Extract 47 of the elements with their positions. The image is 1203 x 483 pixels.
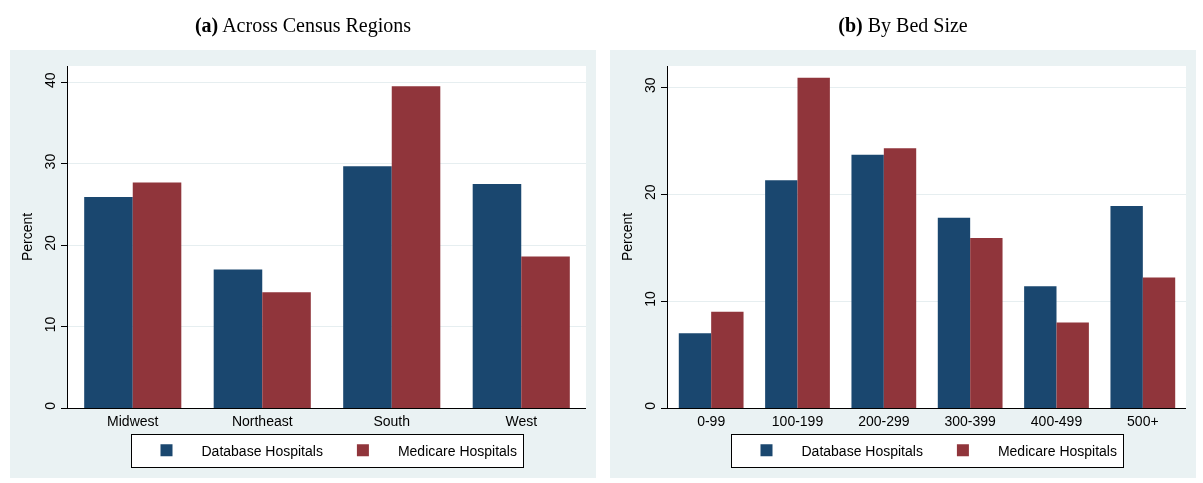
bar [1056, 322, 1089, 408]
bar [391, 86, 441, 408]
bar [472, 184, 522, 408]
legend-label: Medicare Hospitals [997, 442, 1117, 459]
bar [678, 333, 712, 408]
chart-title: (a) Across Census Regions [194, 14, 412, 36]
y-tick-label: 10 [642, 291, 659, 307]
x-tick-label: South [373, 412, 411, 429]
y-axis-title: Percent [19, 212, 35, 262]
y-tick-label: 0 [642, 401, 659, 410]
chart-title: (b) By Bed Size [838, 14, 968, 36]
bar [262, 292, 311, 408]
bar [84, 197, 133, 408]
bar [851, 154, 884, 408]
bar [937, 217, 971, 408]
bar [1024, 286, 1057, 408]
x-tick-label: 300-399 [944, 412, 997, 429]
x-tick-label: 200-299 [858, 412, 910, 429]
y-tick-label: 10 [42, 316, 59, 333]
x-tick-label: West [505, 412, 538, 429]
y-tick-label: 0 [42, 401, 59, 410]
x-tick-label: 0-99 [697, 412, 726, 429]
x-tick-label: Midwest [107, 412, 159, 429]
bar [132, 182, 182, 408]
y-tick-label: 30 [642, 77, 659, 94]
bar [711, 311, 744, 408]
bar [797, 77, 830, 408]
bar [521, 256, 570, 408]
y-tick-label: 30 [42, 153, 59, 170]
y-tick-label: 20 [642, 184, 659, 200]
bar [765, 180, 798, 408]
y-tick-label: 40 [42, 72, 59, 88]
legend-label: Database Hospitals [201, 442, 323, 459]
y-tick-label: 20 [42, 235, 59, 251]
legend-label: Medicare Hospitals [397, 442, 517, 459]
legend-label: Database Hospitals [801, 442, 923, 459]
bar [1110, 206, 1143, 408]
bar [883, 148, 917, 408]
bar [213, 269, 263, 408]
bar [1142, 277, 1176, 408]
bar [970, 238, 1003, 408]
bar [343, 166, 392, 408]
x-tick-label: 100-199 [771, 412, 824, 429]
x-tick-label: 400-499 [1030, 412, 1083, 429]
y-axis-title: Percent [619, 212, 635, 262]
x-tick-label: 500+ [1127, 412, 1159, 429]
x-tick-label: Northeast [231, 412, 293, 429]
